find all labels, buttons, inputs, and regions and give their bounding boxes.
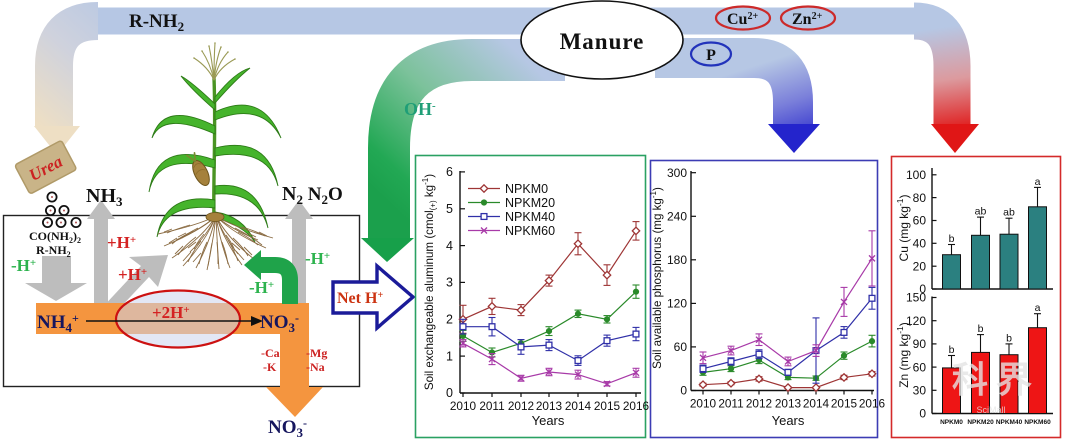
svg-text:-H+: -H+ [249, 278, 274, 297]
svg-text:0: 0 [919, 407, 926, 421]
svg-text:2012: 2012 [746, 397, 772, 411]
svg-text:R-NH2: R-NH2 [36, 243, 71, 259]
svg-text:NO3-: NO3- [268, 416, 307, 439]
svg-text:2011: 2011 [479, 399, 504, 413]
svg-text:NPKM0: NPKM0 [940, 419, 963, 426]
svg-text:OH-: OH- [404, 99, 436, 119]
svg-text:Years: Years [532, 413, 565, 428]
svg-text:2010: 2010 [690, 397, 717, 411]
svg-text:R-NH2: R-NH2 [129, 11, 184, 34]
svg-text:5: 5 [446, 202, 453, 216]
svg-text:0: 0 [680, 384, 687, 398]
svg-text:4: 4 [446, 239, 453, 253]
svg-text:0: 0 [446, 386, 453, 400]
svg-text:-H+: -H+ [11, 256, 36, 275]
svg-text:2016: 2016 [623, 399, 650, 413]
svg-text:60: 60 [913, 360, 927, 374]
svg-text:2013: 2013 [536, 399, 563, 413]
svg-text:NPKM40: NPKM40 [505, 210, 555, 224]
svg-text:a: a [1035, 302, 1041, 314]
svg-text:120: 120 [667, 297, 687, 311]
svg-text:-H+: -H+ [305, 249, 330, 268]
svg-text:100: 100 [906, 168, 926, 182]
svg-text:NPKM60: NPKM60 [505, 224, 555, 238]
svg-text:2014: 2014 [803, 397, 830, 411]
svg-text:Zn (mg kg-1): Zn (mg kg-1) [895, 322, 911, 388]
svg-text:2011: 2011 [718, 397, 743, 411]
svg-text:2: 2 [446, 313, 453, 327]
svg-text:+H+: +H+ [118, 265, 147, 284]
svg-text:40: 40 [913, 237, 927, 251]
svg-text:0: 0 [919, 282, 926, 296]
svg-text:NH3: NH3 [86, 185, 123, 209]
svg-text:Years: Years [772, 413, 805, 428]
svg-text:-Ca: -Ca [261, 346, 280, 360]
svg-text:90: 90 [913, 337, 927, 351]
svg-text:科界: 科界 [952, 360, 1040, 400]
svg-text:20: 20 [913, 259, 927, 273]
svg-text:60: 60 [674, 340, 688, 354]
svg-text:b: b [949, 344, 955, 356]
svg-text:NPKM20: NPKM20 [505, 196, 555, 210]
svg-text:-Mg: -Mg [306, 346, 327, 360]
svg-text:300: 300 [667, 166, 687, 180]
svg-text:P: P [706, 47, 716, 64]
svg-text:NPKM0: NPKM0 [505, 182, 548, 196]
svg-text:Soil exchangeable aluminum (cm: Soil exchangeable aluminum (cmol(+) kg-1… [421, 174, 438, 390]
svg-text:Manure: Manure [560, 29, 645, 54]
svg-text:2010: 2010 [450, 399, 477, 413]
svg-text:2012: 2012 [508, 399, 534, 413]
svg-text:60: 60 [913, 214, 927, 228]
svg-text:b: b [978, 323, 984, 335]
svg-text:a: a [1035, 176, 1041, 188]
svg-text:Net H+: Net H+ [337, 290, 383, 307]
svg-text:2016: 2016 [859, 397, 886, 411]
svg-text:NPKM20: NPKM20 [967, 419, 994, 426]
svg-text:b: b [949, 233, 955, 245]
svg-text:Soil available phosphorus (mg: Soil available phosphorus (mg kg-1) [649, 187, 664, 369]
svg-text:180: 180 [667, 253, 687, 267]
svg-text:b: b [1006, 332, 1012, 344]
svg-text:3: 3 [446, 276, 453, 290]
svg-text:1: 1 [446, 349, 453, 363]
svg-text:240: 240 [667, 210, 687, 224]
svg-text:+H+: +H+ [107, 233, 136, 252]
svg-text:120: 120 [906, 314, 926, 328]
svg-text:30: 30 [913, 384, 927, 398]
svg-text:NPKM40: NPKM40 [996, 419, 1023, 426]
svg-text:ab: ab [975, 206, 987, 218]
svg-text:+2H+: +2H+ [152, 303, 190, 322]
svg-text:150: 150 [906, 291, 926, 305]
svg-text:-Na: -Na [306, 360, 325, 374]
svg-text:6: 6 [446, 165, 453, 179]
svg-text:Cu (mg kg-1): Cu (mg kg-1) [895, 195, 911, 262]
svg-text:2015: 2015 [594, 399, 621, 413]
svg-text:CO(NH2)2: CO(NH2)2 [29, 229, 81, 245]
svg-text:ab: ab [1003, 207, 1015, 219]
svg-text:2014: 2014 [565, 399, 592, 413]
svg-text:2013: 2013 [775, 397, 802, 411]
svg-text:NPKM60: NPKM60 [1024, 419, 1051, 426]
svg-text:N2 N2O: N2 N2O [282, 183, 343, 207]
svg-text:SciMall: SciMall [976, 405, 1005, 415]
svg-text:-K: -K [263, 360, 277, 374]
svg-text:80: 80 [913, 191, 927, 205]
svg-text:2015: 2015 [831, 397, 858, 411]
